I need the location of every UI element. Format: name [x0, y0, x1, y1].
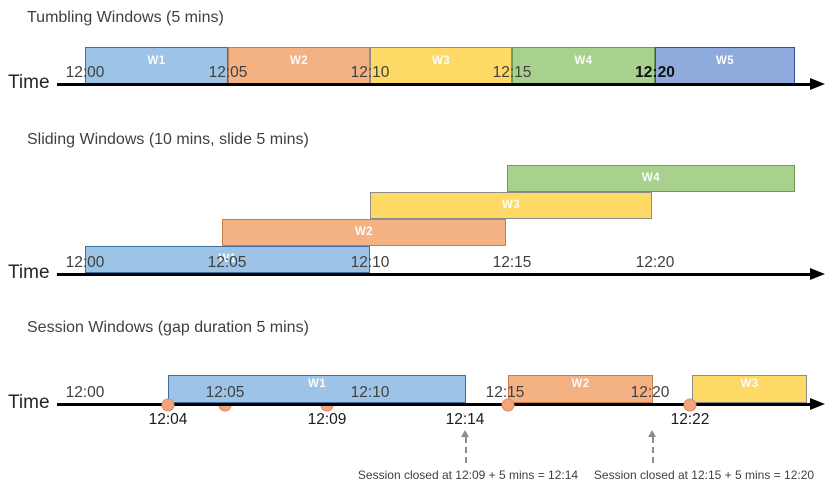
tick-label: 12:05	[208, 64, 248, 81]
annotation-arrow	[465, 437, 467, 463]
window-box-w2: W2	[508, 375, 653, 403]
tick-label: 12:05	[205, 384, 245, 401]
window-box-w1: W1	[85, 246, 370, 273]
tick-label: 12:10	[350, 254, 390, 271]
tick-label: 12:10	[350, 64, 390, 81]
event-dot	[683, 398, 697, 411]
annotation-arrowhead-icon	[461, 430, 469, 437]
window-label: W3	[501, 198, 521, 211]
window-box-w3: W3	[692, 375, 807, 403]
window-box-w5: W5	[655, 47, 795, 84]
window-box-w1: W1	[168, 375, 466, 403]
window-label: W3	[740, 378, 759, 390]
window-label: W1	[147, 55, 166, 67]
event-time-label: 12:14	[445, 411, 485, 428]
tick-label: 12:20	[635, 254, 675, 271]
tick-label: 12:20	[635, 64, 675, 81]
window-box-w2: W2	[228, 47, 370, 84]
timeline-axis	[57, 83, 810, 86]
window-box-w1: W1	[85, 47, 228, 84]
tick-label: 12:20	[630, 384, 670, 401]
window-label: W4	[641, 171, 661, 184]
time-axis-label: Time	[8, 392, 50, 413]
window-box-w3: W3	[370, 47, 512, 84]
timeline-axis	[57, 403, 810, 406]
timeline-arrowhead-icon	[810, 77, 825, 90]
event-dot	[501, 398, 515, 411]
annotation-text: Session closed at 12:15 + 5 mins = 12:20	[593, 468, 815, 482]
window-label: W1	[307, 378, 327, 390]
window-label: W1	[218, 252, 237, 265]
window-label: W2	[571, 378, 590, 390]
timeline-axis	[57, 273, 810, 276]
timeline-arrowhead-icon	[810, 267, 825, 280]
tick-label: 12:15	[485, 384, 525, 401]
tick-label: 12:15	[492, 254, 532, 271]
event-dot	[161, 398, 175, 411]
time-axis-label: Time	[8, 262, 50, 283]
timeline-arrowhead-icon	[810, 397, 825, 410]
window-box-w4: W4	[512, 47, 655, 84]
section-title: Sliding Windows (10 mins, slide 5 mins)	[27, 131, 309, 148]
window-label: W2	[354, 225, 374, 238]
window-box-w2: W2	[222, 219, 506, 246]
time-axis-label: Time	[8, 72, 50, 93]
tick-label: 12:05	[207, 254, 247, 271]
event-time-label: 12:09	[307, 411, 347, 428]
tick-label: 12:15	[492, 64, 532, 81]
event-time-label: 12:04	[148, 411, 188, 428]
tick-label: 12:00	[65, 64, 105, 81]
annotation-arrowhead-icon	[648, 430, 656, 437]
event-time-label: 12:22	[670, 411, 710, 428]
tick-label: 12:00	[65, 384, 105, 401]
tick-label: 12:00	[65, 254, 105, 271]
window-label: W5	[715, 55, 735, 67]
window-label: W2	[289, 55, 309, 67]
tick-label: 12:10	[350, 384, 390, 401]
section-title: Session Windows (gap duration 5 mins)	[27, 319, 309, 336]
section-title: Tumbling Windows (5 mins)	[27, 9, 224, 26]
window-box-w3: W3	[370, 192, 652, 219]
window-box-w4: W4	[507, 165, 795, 192]
annotation-text: Session closed at 12:09 + 5 mins = 12:14	[357, 468, 579, 482]
annotation-arrow	[652, 437, 654, 463]
window-label: W3	[431, 55, 451, 67]
window-label: W4	[574, 55, 593, 67]
